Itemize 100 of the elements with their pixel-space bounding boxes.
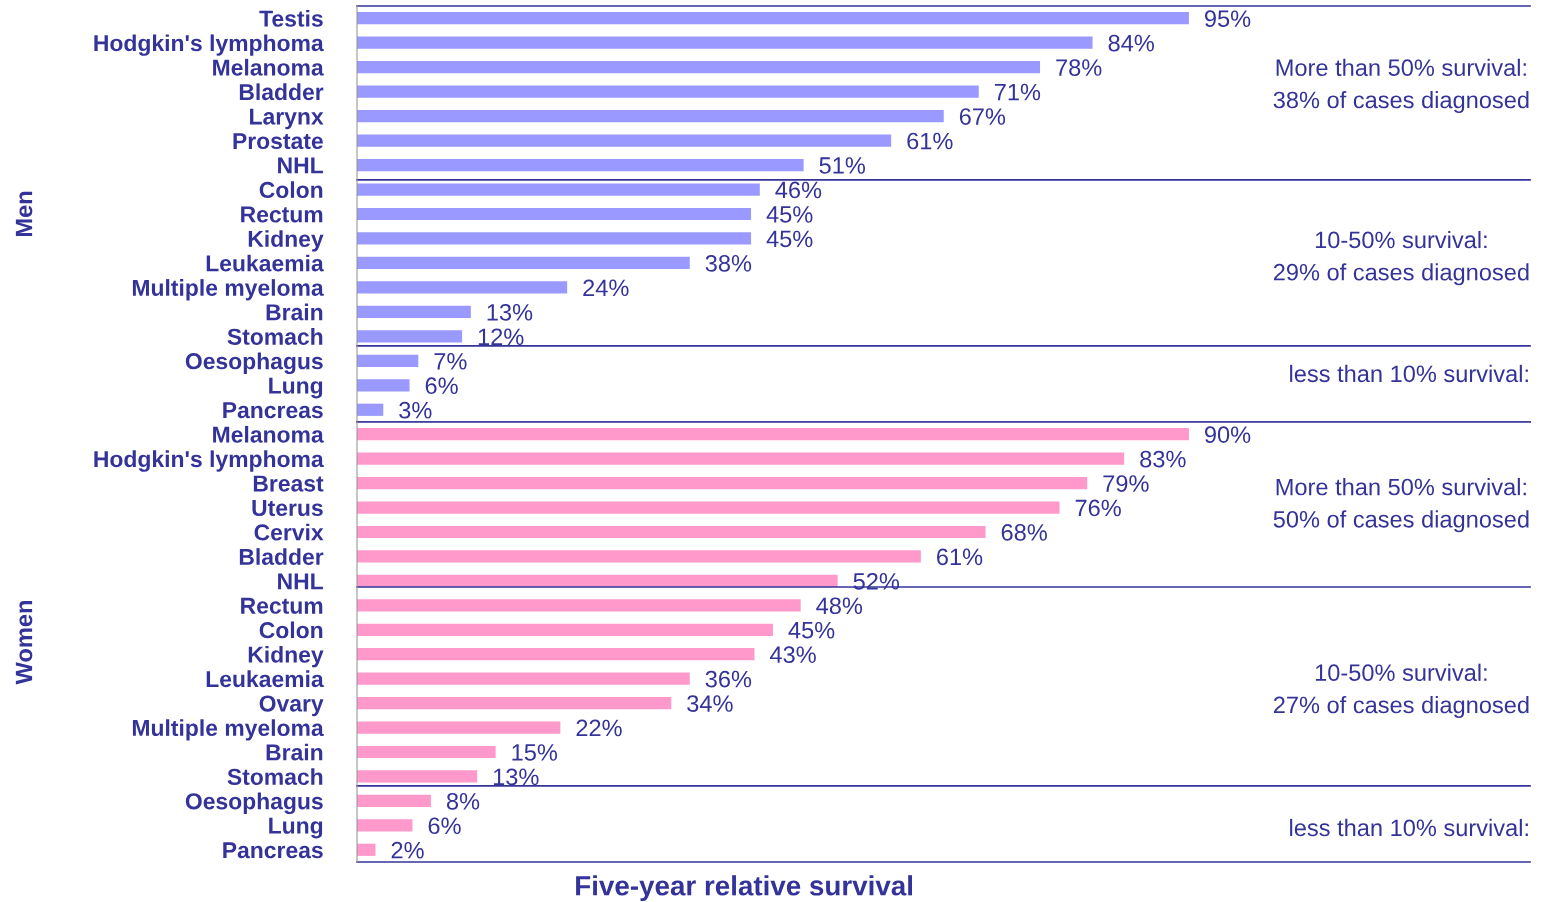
y-tick-label: Rectum	[241, 597, 323, 614]
text: 10-50% survival: 27% of cases diagnosed	[1273, 663, 1529, 718]
y-tick-label: Brain	[266, 303, 323, 321]
y-tick-label: Multiple myeloma	[132, 719, 324, 741]
data-label: 6%	[425, 377, 458, 395]
data-label: 2%	[391, 841, 424, 859]
data-label: 61%	[937, 548, 983, 566]
bar	[357, 452, 1125, 465]
bar	[357, 648, 755, 661]
bar	[357, 819, 413, 832]
bar	[357, 256, 690, 270]
y-tick-label: Rectum	[241, 206, 323, 223]
bar	[357, 379, 410, 392]
text: less than 10% survival:	[1290, 818, 1528, 837]
data-label: 22%	[576, 719, 622, 737]
bar	[357, 134, 892, 147]
y-tick-label: Kidney	[248, 645, 324, 668]
bar	[357, 207, 752, 221]
bar	[357, 574, 838, 587]
bar	[357, 721, 561, 734]
data-label: 8%	[446, 792, 480, 810]
y-tick-label: Brain	[266, 743, 323, 761]
data-label: 51%	[819, 157, 865, 174]
data-label: 76%	[1075, 499, 1121, 517]
data-label: 84%	[1108, 34, 1154, 52]
x-axis-title: Five-year relative survival	[576, 875, 912, 902]
y-tick-label: Prostate	[233, 133, 323, 150]
bar	[357, 403, 384, 416]
y-tick-label: Colon	[259, 181, 323, 199]
data-label: 71%	[994, 83, 1041, 101]
y-tick-label: Colon	[259, 621, 323, 639]
data-label: 13%	[487, 303, 533, 321]
data-label: 90%	[1205, 426, 1251, 443]
bar	[357, 599, 801, 612]
bar	[357, 672, 690, 685]
data-label: 67%	[959, 108, 1006, 125]
y-tick-label: Ovary	[259, 695, 324, 717]
y-tick-label: Cervix	[254, 523, 324, 541]
text: 10-50% survival: 29% of cases diagnosed	[1273, 230, 1529, 286]
bar	[357, 525, 986, 539]
data-label: 45%	[766, 230, 813, 248]
data-label: 36%	[705, 670, 752, 688]
y-tick-label: Bladder	[239, 83, 324, 101]
bar	[357, 232, 752, 245]
y-tick-label: Melanoma	[213, 58, 324, 76]
data-label: 15%	[512, 744, 558, 761]
y-tick-label: NHL	[278, 573, 323, 590]
data-label: 46%	[775, 181, 822, 199]
y-tick-label: Lung	[269, 817, 323, 839]
bar	[357, 697, 672, 710]
y-tick-label: Hodgkin's lymphoma	[94, 450, 324, 472]
bar	[357, 158, 804, 172]
bar	[357, 183, 760, 196]
bar	[357, 354, 419, 367]
y-tick-label: Larynx	[250, 108, 324, 130]
bar	[357, 61, 1041, 74]
y-tick-label: Bladder	[239, 548, 324, 565]
data-label: 45%	[766, 206, 813, 223]
data-label: 12%	[478, 328, 524, 346]
bar	[357, 745, 496, 759]
bar	[357, 85, 979, 98]
data-label: 24%	[583, 279, 629, 297]
data-label: 83%	[1140, 450, 1186, 468]
y-tick-label: Oesophagus	[185, 792, 323, 815]
y-tick-label: Hodgkin's lymphoma	[94, 34, 324, 56]
text: More than 50% survival: 38% of cases diagnosed	[1273, 58, 1529, 114]
data-label: 48%	[816, 597, 863, 615]
data-label: 7%	[434, 352, 467, 370]
y-tick-label: Uterus	[252, 500, 323, 517]
bar	[357, 501, 1060, 514]
bar	[357, 305, 471, 318]
bar	[357, 281, 568, 294]
y-tick-label: Leukaemia	[206, 254, 324, 272]
data-label: 13%	[493, 768, 539, 786]
data-label: 95%	[1205, 10, 1251, 28]
y-tick-label: NHL	[278, 157, 323, 174]
y-tick-label: Kidney	[248, 230, 324, 252]
y-tick-label: Multiple myeloma	[132, 279, 324, 301]
text: less than 10% survival:	[1290, 364, 1528, 383]
y-tick-label: Stomach	[227, 328, 323, 345]
data-label: 45%	[788, 621, 835, 639]
bar	[357, 110, 944, 123]
y-tick-label: Lung	[269, 377, 323, 399]
y-tick-label: Melanoma	[213, 425, 324, 443]
y-tick-label: Leukaemia	[206, 670, 324, 688]
data-label: 43%	[769, 646, 816, 663]
bar	[357, 428, 1189, 441]
bar	[357, 843, 376, 856]
bar	[357, 550, 921, 563]
data-label: 34%	[687, 695, 733, 712]
y-tick-label: Stomach	[227, 768, 323, 785]
y-tick-label: Pancreas	[223, 842, 323, 859]
bar	[357, 623, 773, 636]
bar	[357, 477, 1088, 490]
text: More than 50% survival: 50% of cases diagnosed	[1273, 478, 1529, 533]
y-tick-label: Testis	[259, 9, 323, 27]
bar	[357, 770, 478, 783]
bar	[357, 12, 1189, 25]
y-axis-title: Men	[15, 191, 33, 237]
y-tick-label: Pancreas	[223, 402, 323, 419]
